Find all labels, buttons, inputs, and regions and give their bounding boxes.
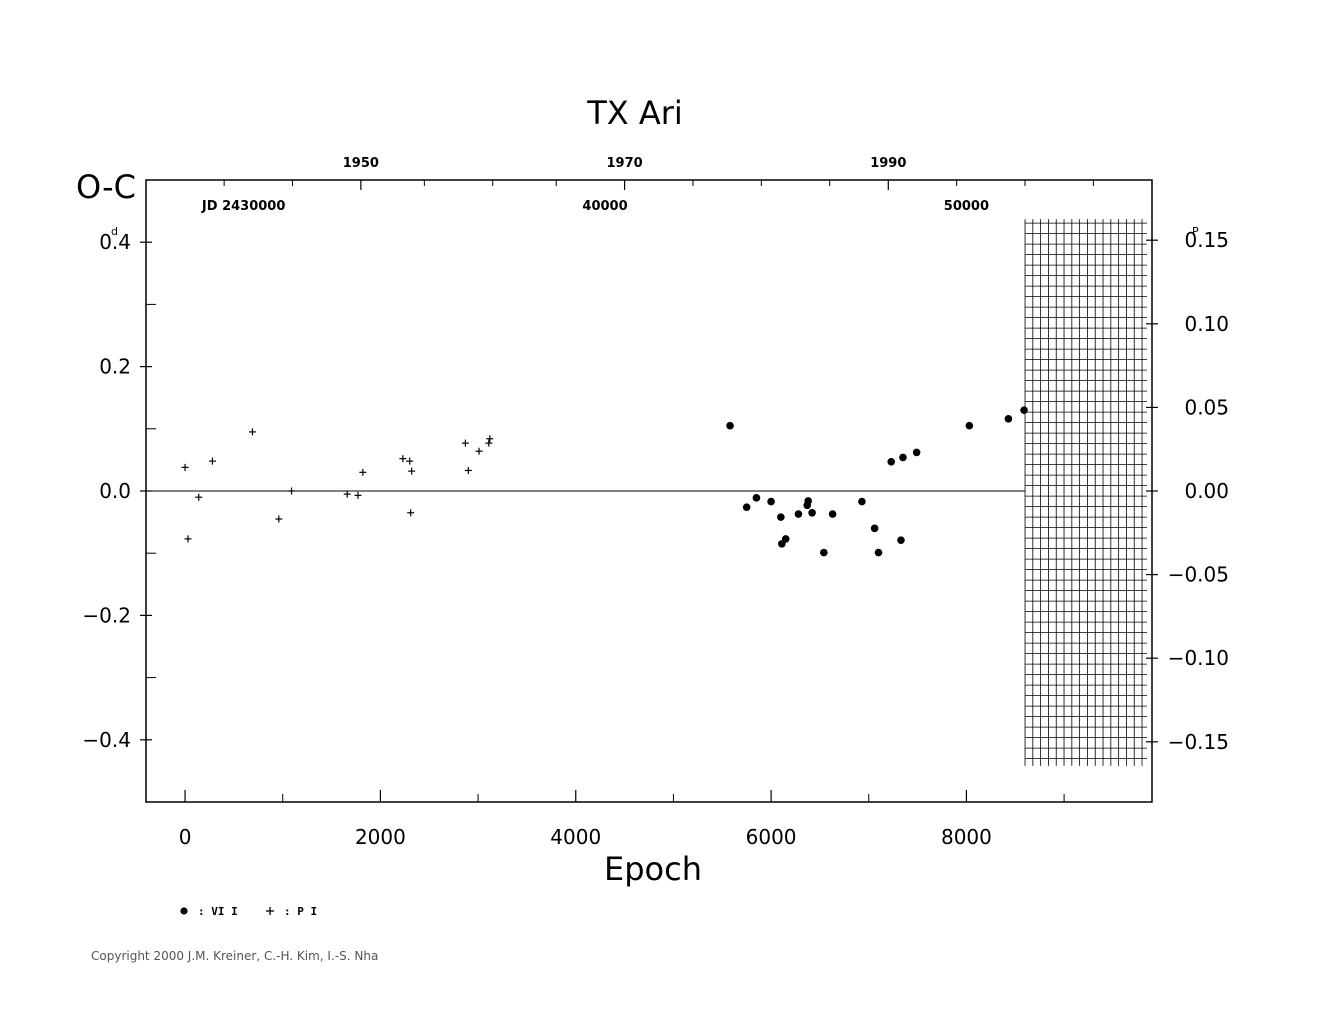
data-point-vi	[804, 497, 813, 505]
right-y-tick-label: −0.15	[1168, 730, 1229, 754]
data-point-vi	[742, 503, 751, 511]
data-point-pi	[406, 457, 414, 465]
data-point-vi	[897, 536, 905, 544]
data-point-pi	[475, 447, 483, 455]
data-point-vi	[777, 513, 785, 521]
data-point-vi	[965, 421, 974, 430]
data-points	[181, 406, 1028, 557]
data-point-vi	[752, 494, 761, 502]
y-axis-label: O-C	[76, 168, 136, 206]
right-y-tick-label: 0.05	[1184, 395, 1229, 419]
data-point-pi	[407, 509, 415, 517]
data-point-vi	[899, 453, 907, 462]
jd-label: 50000	[944, 199, 989, 214]
jd-label: JD 2430000	[201, 199, 285, 214]
y-tick-label: 0.2	[99, 355, 131, 379]
data-point-vi	[767, 497, 775, 506]
data-point-vi	[858, 497, 866, 506]
data-point-pi	[184, 535, 192, 543]
top-year-label: 1990	[870, 156, 906, 171]
data-point-vi	[1020, 406, 1028, 414]
legend-plus-symbol	[266, 907, 274, 915]
top-year-label: 1970	[606, 156, 642, 171]
right-y-tick-label: −0.10	[1168, 646, 1229, 670]
data-point-vi	[781, 535, 790, 543]
left-unit-superscript: d	[111, 225, 118, 238]
data-point-vi	[794, 510, 803, 518]
x-tick-label: 6000	[746, 825, 797, 849]
data-point-pi	[461, 439, 469, 447]
data-point-pi	[343, 490, 351, 498]
data-point-vi	[870, 524, 879, 533]
data-point-pi	[464, 466, 472, 474]
data-point-vi	[912, 448, 921, 457]
data-point-pi	[485, 439, 493, 447]
y-tick-label: −0.2	[82, 603, 131, 627]
x-axis-label: Epoch	[604, 850, 702, 888]
right-y-tick-label: 0.00	[1184, 479, 1229, 503]
legend-label-vi: : VI I	[198, 905, 238, 918]
y-tick-label: −0.4	[82, 728, 131, 752]
data-point-vi	[828, 510, 837, 518]
axes: 0.4 0.2 0.0 −0.2 −0.4 0.15 0.10 0.05 0.00 −0.05 −0…	[82, 156, 1229, 849]
data-point-pi	[408, 467, 416, 475]
x-tick-label: 0	[179, 825, 192, 849]
data-point-vi	[726, 421, 734, 430]
data-point-vi	[808, 508, 816, 517]
legend-label-pi: : P I	[284, 905, 317, 918]
data-point-pi	[288, 487, 296, 495]
hatched-region	[1024, 219, 1147, 766]
y-tick-label: 0.0	[99, 479, 131, 503]
x-tick-label: 2000	[355, 825, 406, 849]
data-point-pi	[399, 455, 407, 463]
right-y-tick-label: −0.05	[1168, 563, 1229, 587]
data-point-pi	[208, 457, 216, 465]
copyright-text: Copyright 2000 J.M. Kreiner, C.-H. Kim, …	[91, 949, 378, 963]
data-point-pi	[181, 463, 189, 471]
data-point-vi	[1004, 415, 1013, 423]
x-tick-label: 4000	[550, 825, 601, 849]
data-point-pi	[486, 435, 494, 443]
chart-title: TX Ari	[586, 94, 683, 132]
data-point-pi	[275, 515, 283, 523]
data-point-pi	[354, 491, 362, 499]
data-point-pi	[248, 428, 256, 436]
legend: : VI I : P I	[180, 905, 317, 918]
data-point-pi	[195, 493, 203, 501]
data-point-vi	[820, 548, 828, 557]
right-y-tick-label: 0.15	[1184, 228, 1229, 252]
x-tick-label: 8000	[941, 825, 992, 849]
right-y-tick-label: 0.10	[1184, 312, 1229, 336]
data-point-vi	[874, 548, 883, 557]
top-year-label: 1950	[343, 156, 379, 171]
right-unit-superscript: P	[1192, 225, 1199, 238]
data-point-vi	[887, 457, 896, 466]
jd-label: 40000	[582, 199, 627, 214]
legend-circle-symbol	[180, 907, 188, 915]
data-point-pi	[359, 468, 367, 476]
y-tick-label: 0.4	[99, 230, 131, 254]
